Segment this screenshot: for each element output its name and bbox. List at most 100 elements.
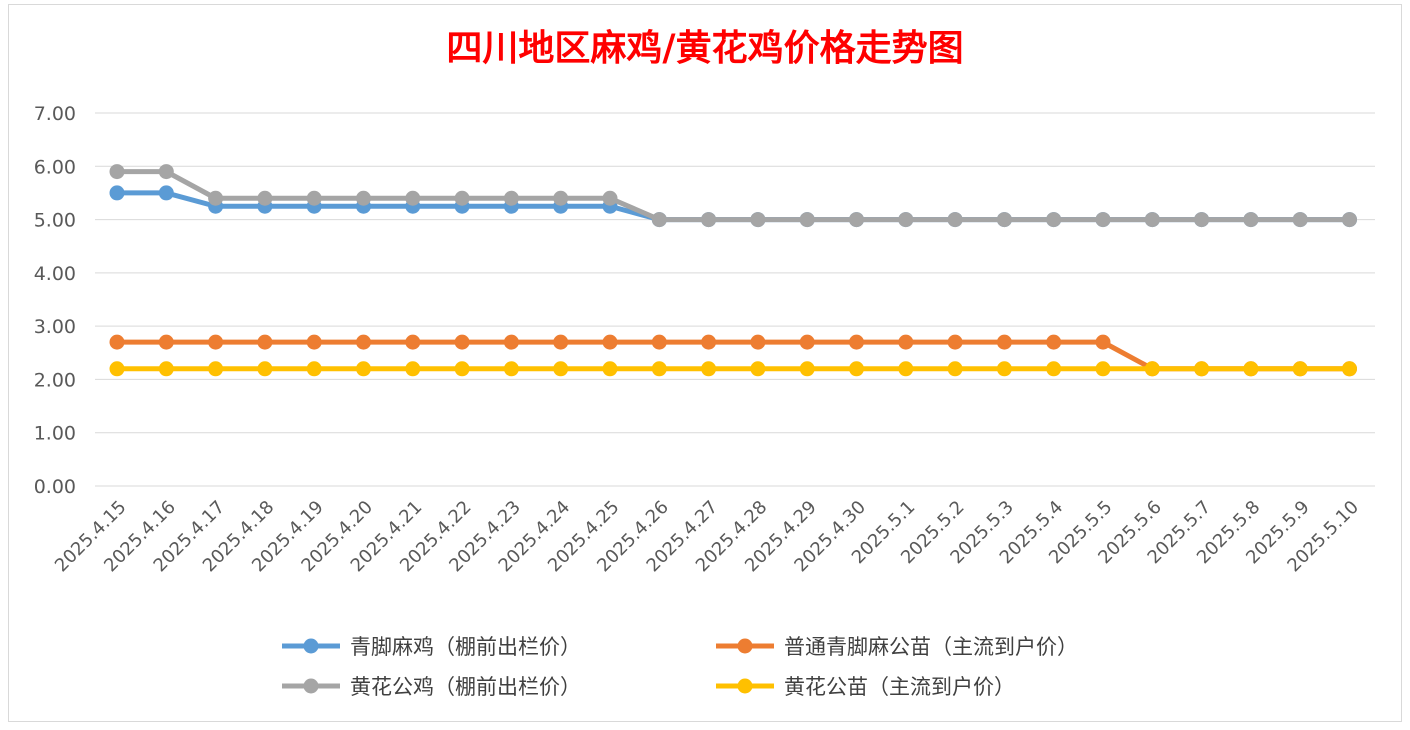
data-point xyxy=(651,212,667,228)
data-point xyxy=(503,334,519,350)
data-point xyxy=(1095,361,1111,377)
data-point xyxy=(158,361,174,377)
data-point xyxy=(454,361,470,377)
data-point xyxy=(158,164,174,180)
data-point xyxy=(947,334,963,350)
data-point xyxy=(158,185,174,201)
data-point xyxy=(454,190,470,206)
y-tick-label: 3.00 xyxy=(34,316,76,338)
data-point xyxy=(701,361,717,377)
data-point xyxy=(996,212,1012,228)
legend: 青脚麻鸡（棚前出栏价） 普通青脚麻公苗（主流到户价） 黄花公鸡（棚前出栏价） 黄花公苗… xyxy=(282,635,1078,699)
data-point xyxy=(602,190,618,206)
data-point xyxy=(1046,334,1062,350)
data-point xyxy=(996,361,1012,377)
data-point xyxy=(799,212,815,228)
y-tick-label: 5.00 xyxy=(34,210,76,232)
data-point xyxy=(257,361,273,377)
data-point xyxy=(996,334,1012,350)
data-point xyxy=(750,212,766,228)
data-point xyxy=(849,361,864,377)
legend-label: 青脚麻鸡（棚前出栏价） xyxy=(350,635,581,659)
data-point xyxy=(454,334,470,350)
data-point xyxy=(257,334,273,350)
series-2 xyxy=(109,164,1357,228)
data-point xyxy=(947,361,963,377)
series-line xyxy=(117,169,1350,223)
legend-swatch-marker xyxy=(303,638,319,654)
data-point xyxy=(1194,212,1210,228)
data-point xyxy=(109,185,125,201)
data-point xyxy=(898,361,914,377)
legend-item: 青脚麻鸡（棚前出栏价） xyxy=(282,635,581,659)
data-point xyxy=(701,334,717,350)
data-point xyxy=(799,334,815,350)
data-point xyxy=(1243,361,1259,377)
data-point xyxy=(1046,361,1062,377)
data-point xyxy=(1243,212,1259,228)
y-tick-label: 0.00 xyxy=(34,476,76,498)
data-point xyxy=(109,164,125,180)
data-point xyxy=(602,361,618,377)
legend-swatch-marker xyxy=(737,638,753,654)
legend-item: 普通青脚麻公苗（主流到户价） xyxy=(716,635,1078,659)
data-point xyxy=(356,190,371,206)
data-point xyxy=(750,361,766,377)
data-point xyxy=(750,334,766,350)
data-point xyxy=(356,361,371,377)
y-axis-ticks: 0.00 1.00 2.00 3.00 4.00 5.00 6.00 7.00 xyxy=(34,103,76,498)
y-tick-label: 7.00 xyxy=(34,103,76,125)
data-point xyxy=(553,361,569,377)
data-point xyxy=(849,334,864,350)
y-tick-label: 2.00 xyxy=(34,369,76,391)
data-point xyxy=(356,334,371,350)
data-point xyxy=(405,334,421,350)
legend-item: 黄花公苗（主流到户价） xyxy=(716,675,1015,699)
legend-item: 黄花公鸡（棚前出栏价） xyxy=(282,675,581,699)
data-point xyxy=(651,334,667,350)
data-point xyxy=(1144,212,1160,228)
data-point xyxy=(503,361,519,377)
legend-swatch-marker xyxy=(737,678,753,694)
chart-title: 四川地区麻鸡/黄花鸡价格走势图 xyxy=(446,27,963,69)
data-point xyxy=(405,361,421,377)
data-point xyxy=(898,212,914,228)
data-point xyxy=(898,334,914,350)
data-point xyxy=(208,361,224,377)
data-point xyxy=(553,334,569,350)
data-point xyxy=(208,334,224,350)
data-point xyxy=(1342,212,1357,228)
data-point xyxy=(1095,212,1111,228)
data-point xyxy=(306,361,322,377)
data-point xyxy=(158,334,174,350)
data-point xyxy=(306,190,322,206)
data-point xyxy=(1194,361,1210,377)
legend-swatch-marker xyxy=(303,678,319,694)
data-point xyxy=(1144,361,1160,377)
data-point xyxy=(109,361,125,377)
data-point xyxy=(553,190,569,206)
y-tick-label: 1.00 xyxy=(34,423,76,445)
data-point xyxy=(405,190,421,206)
data-point xyxy=(701,212,717,228)
data-point xyxy=(799,361,815,377)
data-point xyxy=(1046,212,1062,228)
data-point xyxy=(109,334,125,350)
y-tick-label: 6.00 xyxy=(34,156,76,178)
series-line xyxy=(117,339,1350,372)
data-point xyxy=(1292,361,1308,377)
data-point xyxy=(602,334,618,350)
x-axis-ticks: 2025.4.152025.4.162025.4.172025.4.182025… xyxy=(51,497,1363,577)
data-point xyxy=(208,190,224,206)
legend-label: 普通青脚麻公苗（主流到户价） xyxy=(784,635,1078,659)
data-point xyxy=(947,212,963,228)
data-point xyxy=(503,190,519,206)
gridlines xyxy=(95,112,1375,487)
data-point xyxy=(1342,361,1357,377)
legend-label: 黄花公苗（主流到户价） xyxy=(784,675,1015,699)
data-point xyxy=(257,190,273,206)
legend-label: 黄花公鸡（棚前出栏价） xyxy=(350,675,581,699)
series-3 xyxy=(109,361,1357,377)
data-point xyxy=(651,361,667,377)
